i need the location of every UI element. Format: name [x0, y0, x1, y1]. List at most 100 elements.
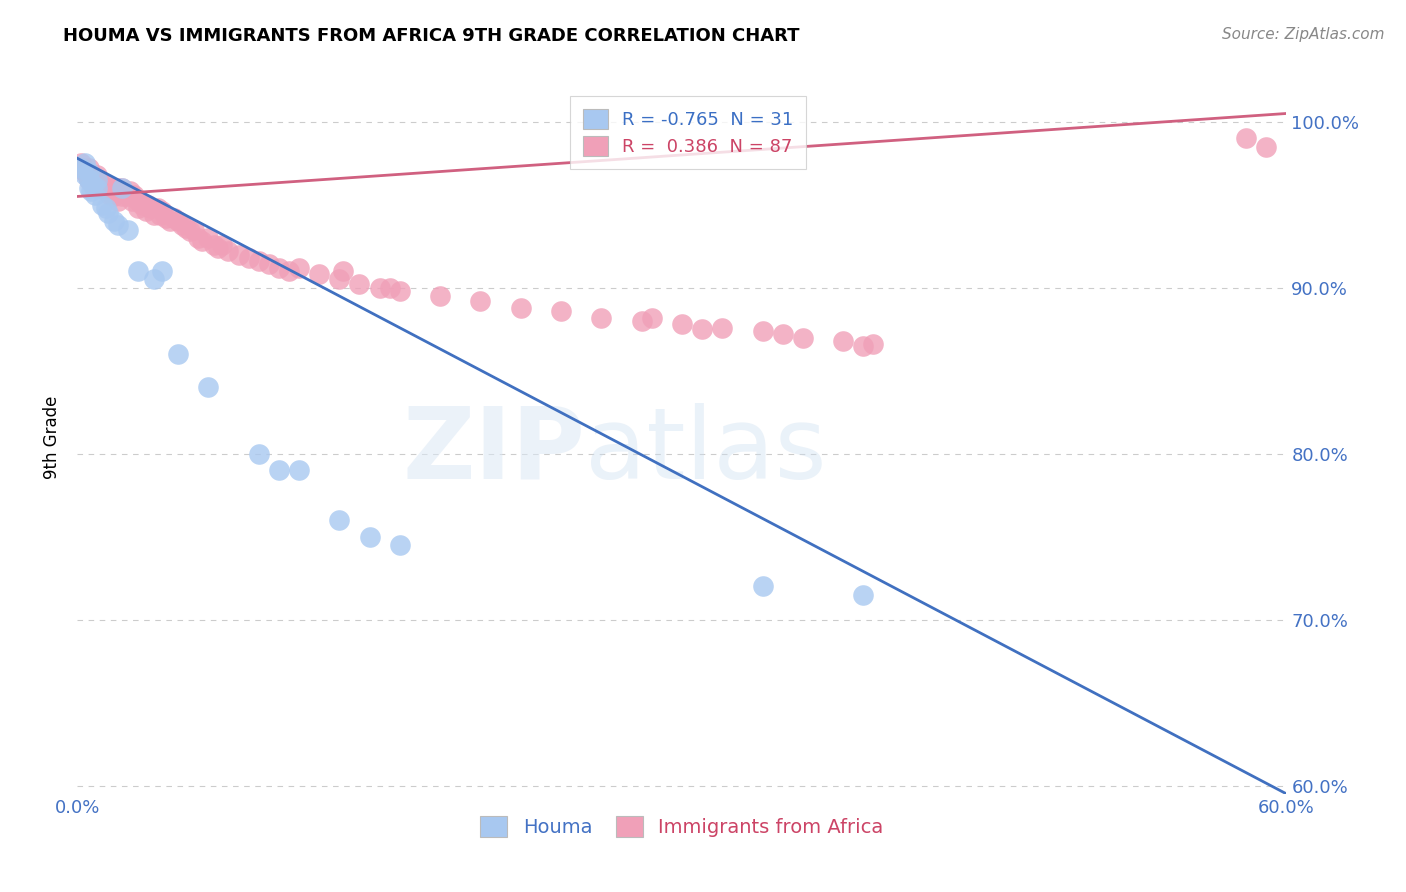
Point [84, 173, 107, 187]
Point [70, 156, 93, 170]
Point [100, 181, 122, 195]
Point [470, 293, 492, 308]
Point [378, 281, 401, 295]
Point [751, 579, 773, 593]
Point [150, 264, 173, 278]
Point [591, 310, 613, 325]
Point [163, 211, 186, 225]
Point [142, 208, 165, 222]
Point [308, 268, 330, 282]
Point [228, 247, 250, 261]
Point [107, 218, 129, 232]
Point [349, 277, 371, 292]
Point [127, 194, 149, 209]
Point [852, 588, 875, 602]
Point [79, 173, 101, 187]
Point [328, 513, 350, 527]
Point [75, 156, 97, 170]
Point [90, 198, 112, 212]
Point [247, 254, 270, 268]
Text: ZIP: ZIP [402, 403, 585, 500]
Point [89, 173, 111, 187]
Point [79, 173, 101, 187]
Point [96, 206, 118, 220]
Point [117, 189, 139, 203]
Point [1234, 131, 1257, 145]
Point [211, 237, 233, 252]
Point [238, 251, 260, 265]
Point [86, 173, 108, 187]
Point [149, 208, 172, 222]
Point [792, 330, 814, 344]
Point [114, 186, 136, 201]
Point [359, 530, 381, 544]
Point [167, 214, 190, 228]
Point [139, 201, 162, 215]
Point [862, 337, 884, 351]
Y-axis label: 9th Grade: 9th Grade [44, 395, 62, 479]
Point [111, 181, 134, 195]
Point [136, 198, 159, 212]
Point [772, 327, 794, 342]
Point [79, 164, 101, 178]
Point [368, 281, 391, 295]
Point [118, 185, 141, 199]
Point [103, 189, 125, 203]
Point [267, 260, 290, 275]
Point [183, 222, 205, 236]
Point [94, 201, 117, 215]
Point [104, 185, 127, 199]
Text: Source: ZipAtlas.com: Source: ZipAtlas.com [1222, 27, 1385, 42]
Point [207, 241, 229, 255]
Point [187, 231, 209, 245]
Point [174, 221, 197, 235]
Point [117, 222, 139, 236]
Point [142, 272, 165, 286]
Point [155, 211, 177, 225]
Point [72, 161, 94, 176]
Point [197, 380, 219, 394]
Point [630, 314, 652, 328]
Point [76, 168, 98, 182]
Point [80, 168, 103, 182]
Point [429, 289, 451, 303]
Point [80, 185, 103, 199]
Point [278, 264, 301, 278]
Point [75, 164, 97, 178]
Legend: Houma, Immigrants from Africa: Houma, Immigrants from Africa [472, 808, 891, 845]
Point [122, 187, 145, 202]
Point [146, 201, 169, 215]
Point [107, 181, 129, 195]
Point [288, 463, 311, 477]
Point [111, 181, 134, 195]
Point [641, 310, 664, 325]
Point [94, 185, 117, 199]
Point [388, 538, 411, 552]
Point [671, 317, 693, 331]
Point [79, 161, 101, 176]
Point [179, 224, 201, 238]
Point [86, 178, 108, 192]
Point [218, 244, 240, 259]
Point [832, 334, 855, 348]
Text: atlas: atlas [585, 403, 827, 500]
Point [257, 258, 280, 272]
Point [202, 237, 225, 252]
Point [103, 214, 125, 228]
Point [90, 181, 112, 195]
Point [288, 260, 311, 275]
Point [127, 201, 149, 215]
Text: HOUMA VS IMMIGRANTS FROM AFRICA 9TH GRADE CORRELATION CHART: HOUMA VS IMMIGRANTS FROM AFRICA 9TH GRAD… [63, 27, 800, 45]
Point [96, 181, 118, 195]
Point [121, 194, 143, 209]
Point [86, 181, 108, 195]
Point [82, 173, 104, 187]
Point [135, 204, 157, 219]
Point [247, 447, 270, 461]
Point [111, 189, 134, 203]
Point [1256, 139, 1278, 153]
Point [332, 264, 354, 278]
Point [191, 234, 214, 248]
Point [711, 320, 734, 334]
Point [98, 187, 121, 202]
